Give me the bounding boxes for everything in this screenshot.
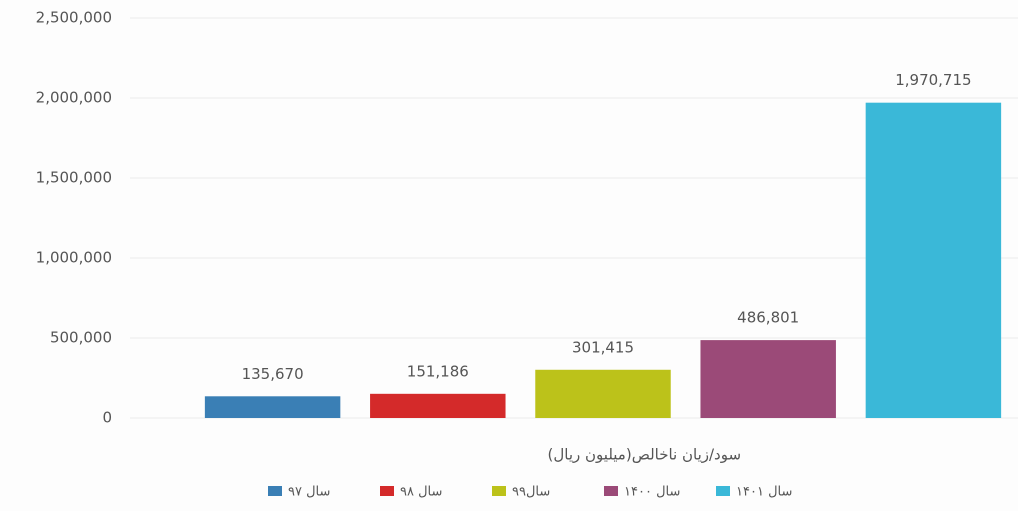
legend-label: سال ۱۴۰۱	[736, 485, 792, 500]
bar	[370, 393, 506, 418]
value-label: 301,415	[572, 338, 634, 356]
x-tick-label: سود/زیان ناخالص(میلیون ریال)	[548, 446, 742, 464]
value-label: 135,670	[242, 365, 304, 383]
bar	[865, 102, 1002, 418]
legend-swatch	[268, 486, 282, 496]
legend-label: سال ۱۴۰۰	[624, 485, 680, 500]
bar	[535, 369, 671, 418]
bar	[700, 340, 836, 418]
y-tick-label: 0	[102, 409, 112, 427]
legend-label: سال ۹۸	[400, 485, 442, 500]
legend-swatch	[604, 486, 618, 496]
bar	[204, 396, 341, 418]
legend-label: سال۹۹	[512, 485, 550, 500]
legend-label: سال ۹۷	[288, 485, 330, 500]
y-tick-label: 1,500,000	[36, 169, 112, 187]
legend-swatch	[492, 486, 506, 496]
value-label: 486,801	[737, 309, 799, 327]
legend-swatch	[716, 486, 730, 496]
value-label: 1,970,715	[895, 71, 971, 89]
y-tick-label: 2,000,000	[36, 89, 112, 107]
legend-swatch	[380, 486, 394, 496]
y-tick-label: 500,000	[50, 329, 112, 347]
y-tick-label: 1,000,000	[36, 249, 112, 267]
value-label: 151,186	[407, 362, 469, 380]
y-tick-label: 2,500,000	[36, 9, 112, 27]
